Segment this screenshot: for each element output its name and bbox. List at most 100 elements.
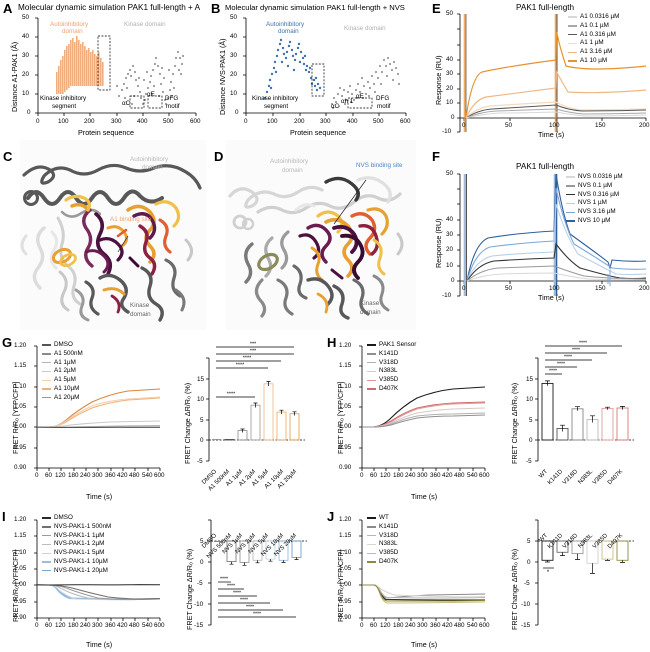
svg-text:****: **** [579, 341, 587, 347]
panel-h-xtick-7: 420 [442, 472, 453, 479]
legend-label: D407K [379, 558, 399, 565]
legend-item: V385D [367, 376, 416, 384]
panel-f-xtick-3: 150 [595, 285, 606, 292]
panel-f-xtick-1: 50 [505, 285, 513, 292]
legend-label: V385D [379, 376, 399, 384]
panel-h-ytick-5: 1.15 [339, 362, 352, 369]
panel-g-bar-ytick-4: 15 [197, 376, 205, 383]
legend-item: NVS 0.1 µM [566, 182, 623, 190]
panel-e-title: PAK1 full-length [516, 3, 575, 12]
legend-swatch [42, 543, 51, 546]
legend-item: PAK1 Sensor [367, 341, 416, 349]
panel-c-label: C [3, 149, 13, 164]
legend-label: N383L [379, 367, 398, 375]
legend-item: A1 1µM [42, 359, 83, 367]
svg-text:****: **** [557, 362, 565, 368]
panel-h-xtick-4: 240 [405, 472, 416, 479]
panel-g-xtick-5: 300 [92, 472, 103, 479]
legend-item: NVS 0.0316 µM [566, 173, 623, 181]
panel-h-xtick-9: 540 [467, 472, 478, 479]
panel-j-ytick-4: 1.10 [339, 549, 352, 556]
panel-b-autoinhibitory-label-line2: domain [278, 28, 299, 35]
panel-h-xlabel: Time (s) [411, 492, 438, 501]
panel-g-xtick-8: 480 [129, 472, 140, 479]
panel-b-ytick-2: 20 [230, 71, 238, 78]
panel-h-xtick-0: 0 [360, 472, 364, 479]
panel-a-xtick-1: 100 [58, 118, 69, 125]
panel-h-bar-ytick-2: 5 [529, 417, 533, 424]
svg-text:***: *** [250, 349, 257, 355]
panel-f-legend: NVS 0.0316 µM NVS 0.1 µM NVS 0.316 µM NV… [566, 173, 623, 225]
legend-label: NVS 0.0316 µM [578, 173, 623, 181]
panel-i-bar-ytick-0: -15 [194, 622, 204, 629]
legend-swatch [566, 211, 575, 213]
panel-i-ytick-5: 1.15 [14, 532, 27, 539]
legend-swatch [367, 344, 376, 346]
panel-j-xtick-4: 240 [405, 622, 416, 629]
legend-label: A1 0.1 µM [580, 21, 609, 29]
legend-swatch [42, 517, 51, 519]
svg-text:****: **** [227, 584, 235, 590]
panel-b-plot [243, 17, 407, 116]
legend-label: A1 1µM [54, 358, 76, 366]
panel-a-ytick-1: 10 [22, 90, 30, 97]
panel-b-alphah1-label: αh 1 [341, 98, 354, 105]
panel-i-ytick-4: 1.10 [14, 549, 27, 556]
panel-b-kinase-domain-label: Kinase domain [344, 25, 386, 32]
panel-f-ytick-2: 10 [446, 262, 454, 269]
panel-b-xtick-6: 600 [400, 118, 411, 125]
legend-label: DMSO [54, 514, 73, 522]
legend-item: NVS-PAK1-1 1µM [42, 532, 111, 540]
panel-e-xtick-4: 200 [639, 122, 650, 129]
panel-a-xtick-2: 200 [84, 118, 95, 125]
panel-g-legend: DMSO A1 500nM A1 1µM A1 2µM A1 5µM A1 10… [42, 341, 83, 402]
legend-label: A1 10 µM [580, 57, 608, 64]
panel-h-ytick-1: 0.95 [339, 444, 352, 451]
panel-b-ytick-5: 50 [230, 14, 238, 21]
panel-b-xlabel: Protein sequence [290, 128, 346, 137]
panel-g-xlabel: Time (s) [86, 492, 113, 501]
panel-f-xtick-2: 100 [549, 285, 560, 292]
legend-swatch [42, 526, 51, 528]
panel-a-dfg-label-line1: DFG [165, 95, 179, 102]
svg-text:****: **** [253, 612, 261, 618]
panel-f: F PAK1 full-length Response (RU) Time (s… [420, 148, 650, 333]
legend-swatch [367, 561, 376, 563]
panel-g-xtick-6: 360 [105, 472, 116, 479]
legend-label: NVS-PAK1-1 2µM [54, 540, 105, 548]
panel-h-xtick-6: 360 [430, 472, 441, 479]
panel-f-ytick-4: 30 [446, 231, 454, 238]
panel-h-plot [359, 345, 486, 471]
legend-label: NVS-PAK1-1 500nM [54, 522, 112, 530]
panel-b-xtick-5: 500 [373, 118, 384, 125]
panel-h-xtick-2: 120 [380, 472, 391, 479]
svg-text:****: **** [564, 355, 572, 361]
legend-swatch [367, 353, 376, 355]
legend-label: NVS 3.16 µM [578, 208, 616, 216]
panel-f-xtick-0: 0 [462, 285, 466, 292]
legend-swatch [566, 220, 575, 222]
panel-h-xtick-10: 600 [479, 472, 490, 479]
panel-g-xtick-10: 600 [154, 472, 165, 479]
panel-a-xtick-3: 300 [111, 118, 122, 125]
legend-swatch [42, 534, 51, 537]
panel-c-kinase-domain-label-line2: domain [130, 311, 151, 318]
panel-b-xtick-0: 0 [244, 118, 248, 125]
panel-h-ytick-4: 1.10 [339, 383, 352, 390]
legend-swatch [568, 25, 577, 27]
legend-item: V318D [367, 359, 416, 367]
legend-swatch [367, 517, 376, 519]
panel-e-ytick-4: 30 [446, 70, 454, 77]
legend-swatch [367, 379, 376, 381]
legend-swatch [42, 397, 51, 399]
panel-j-ytick-3: 1.05 [339, 565, 352, 572]
panel-j-xtick-6: 360 [430, 622, 441, 629]
legend-item: A1 0.0316 µM [568, 13, 619, 21]
legend-label: V385D [379, 549, 399, 557]
panel-a: A Molecular dynamic simulation PAK1 full… [0, 0, 205, 140]
panel-b-label: B [211, 1, 221, 16]
legend-item: V385D [367, 549, 398, 557]
panel-i-ytick-6: 1.20 [14, 516, 27, 523]
panel-d-autoinhibitory-label-line2: domain [282, 167, 303, 174]
panel-h-legend: PAK1 Sensor K141D V318D N383L V385D D407… [367, 341, 416, 393]
